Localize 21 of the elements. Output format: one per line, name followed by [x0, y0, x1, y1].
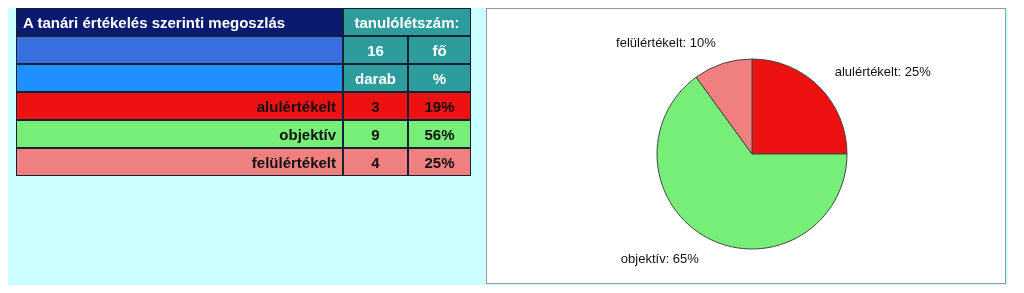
data-label: 9 [371, 125, 380, 143]
slice-label: felülértékelt: 10% [616, 35, 717, 51]
data-label: 56 [424, 125, 442, 143]
series-label: darab [343, 64, 408, 92]
text: fő [408, 36, 471, 64]
text: % [441, 97, 455, 115]
data-label: 25 [424, 153, 442, 171]
slice-label: objektív: 65% [620, 250, 700, 266]
series-label: % [408, 64, 471, 92]
category-label: felülértékelt [16, 148, 343, 176]
category-label: objektív [16, 120, 343, 148]
text: 16 [343, 36, 408, 64]
slice-label: alulértékelt: 25% [834, 63, 932, 79]
text: A tanári értékelés szerinti megoszlás [16, 8, 343, 36]
data-label: 19 [424, 97, 442, 115]
category-label: alulértékelt [16, 92, 343, 120]
text: % [441, 153, 455, 171]
text: % [441, 125, 455, 143]
data-label: 3 [371, 97, 380, 115]
data-label: 4 [371, 153, 380, 171]
text: tanulólétszám: [343, 8, 471, 36]
